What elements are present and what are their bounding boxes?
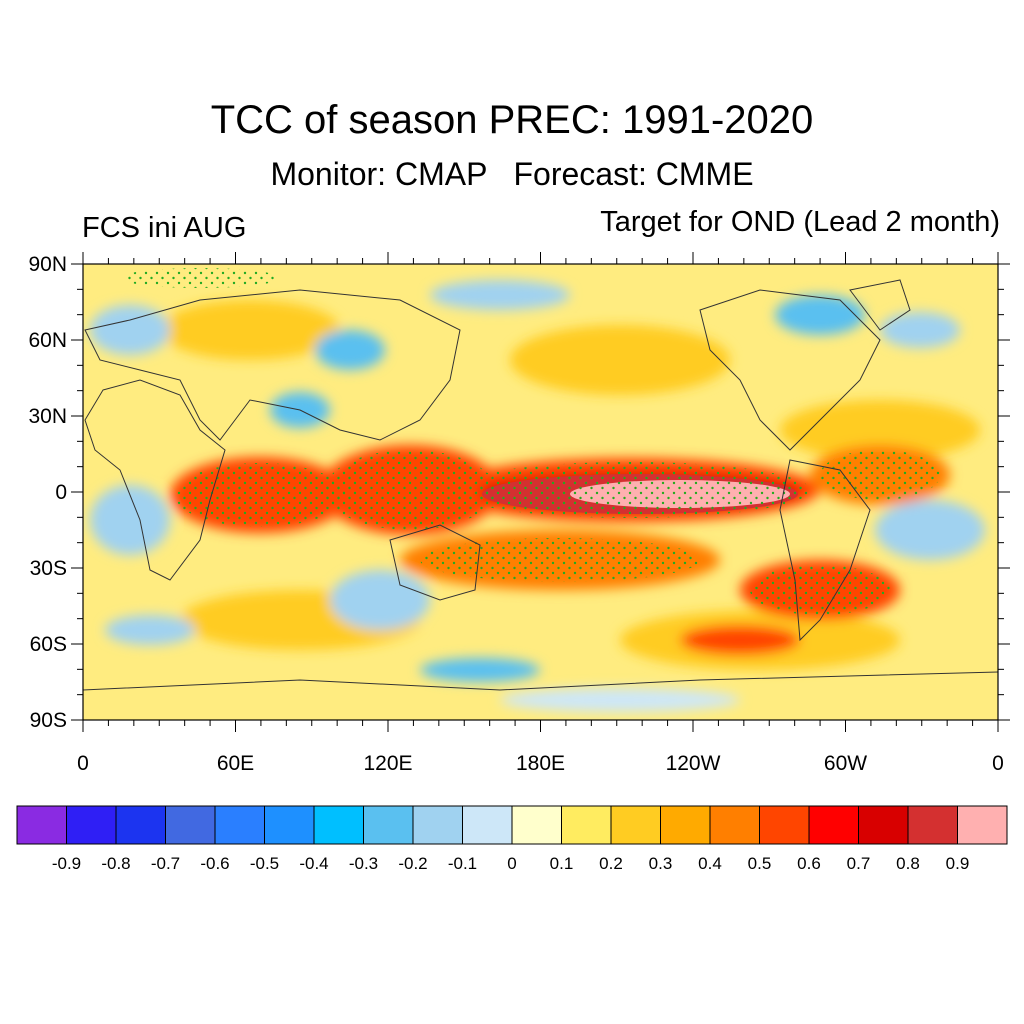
colorbar-swatch — [165, 805, 216, 845]
colorbar-swatch — [660, 805, 711, 845]
colorbar-label: -0.9 — [52, 854, 81, 873]
stipple-indian-ocean — [175, 463, 345, 527]
patch-blue-3 — [430, 280, 570, 310]
colorbar-label: 0.9 — [946, 854, 970, 873]
stipple-maritime — [325, 450, 495, 530]
init-label: FCS ini AUG — [82, 212, 247, 244]
stipple-south-pacific — [420, 538, 700, 582]
coast-africa — [84, 379, 226, 581]
patch-blue-12 — [105, 615, 195, 645]
colorbar-label: 0.1 — [550, 854, 574, 873]
map-subtitle: Monitor: CMAP Forecast: CMME — [270, 156, 754, 192]
colorbar-swatch — [115, 805, 166, 845]
lon-label: 0 — [77, 752, 89, 775]
lon-label: 120W — [666, 752, 721, 775]
colorbar-swatch — [264, 805, 315, 845]
colorbar-swatch — [363, 805, 414, 845]
colorbar-label: -0.5 — [250, 854, 279, 873]
patch-orange-nh-1 — [160, 300, 340, 360]
colorbar-label: 0.3 — [649, 854, 673, 873]
axis-ticks — [71, 252, 1010, 732]
coast-eurasia — [84, 289, 461, 441]
lat-label: 30S — [30, 557, 67, 580]
colorbar-swatch — [214, 805, 265, 845]
stipple-arctic — [120, 268, 280, 288]
map-title: TCC of season PREC: 1991-2020 — [210, 98, 814, 142]
lon-label: 0 — [992, 752, 1004, 775]
lon-label: 60W — [824, 752, 867, 775]
lon-label: 180E — [516, 752, 565, 775]
colorbar-label: 0 — [507, 854, 516, 873]
lat-label: 90N — [28, 253, 67, 276]
lon-label: 120E — [363, 752, 412, 775]
coastlines — [83, 279, 998, 691]
coast-antarctica — [83, 671, 998, 691]
colorbar-label: 0.6 — [797, 854, 821, 873]
patch-red-sh-storm — [680, 625, 800, 655]
colorbar — [16, 805, 1008, 845]
patch-blue-11 — [500, 688, 740, 712]
colorbar-label: -0.2 — [398, 854, 427, 873]
lat-label: 30N — [28, 405, 67, 428]
colorbar-label: -0.6 — [200, 854, 229, 873]
colorbar-swatch — [759, 805, 810, 845]
coast-north-america — [699, 289, 881, 451]
coast-greenland — [849, 279, 911, 331]
coast-south-america — [779, 459, 871, 642]
colorbar-swatch — [907, 805, 958, 845]
colorbar-label: 0.4 — [698, 854, 722, 873]
colorbar-swatch — [808, 805, 859, 845]
stipple-pacific — [450, 462, 810, 518]
colorbar-label: 0.2 — [599, 854, 623, 873]
colorbar-label: -0.4 — [299, 854, 328, 873]
colorbar-label: -0.8 — [101, 854, 130, 873]
patch-orange-nh-2 — [510, 325, 730, 395]
patch-blue-1 — [90, 305, 170, 355]
colorbar-label: 0.7 — [847, 854, 871, 873]
colorbar-labels: -0.9 -0.8 -0.7 -0.6 -0.5 -0.4 -0.3 -0.2 -0.1 0 0.1… — [52, 854, 969, 873]
axis-labels: 90N 60N 30N 0 30S 60S 90S 0 60E 120E 180E 120W 60W 0 — [28, 253, 1003, 775]
colorbar-swatch — [66, 805, 117, 845]
colorbar-label: 0.5 — [748, 854, 772, 873]
colorbar-label: -0.7 — [151, 854, 180, 873]
colorbar-label: 0.8 — [896, 854, 920, 873]
patch-blue-10 — [420, 658, 540, 682]
colorbar-swatch — [412, 805, 463, 845]
colorbar-swatch — [858, 805, 909, 845]
colorbar-label: -0.1 — [448, 854, 477, 873]
lat-label: 60S — [30, 633, 67, 656]
patch-blue-8 — [875, 500, 985, 560]
colorbar-swatch — [610, 805, 661, 845]
colorbar-swatch — [462, 805, 513, 845]
colorbar-swatch — [709, 805, 760, 845]
patch-blue-2 — [315, 330, 385, 370]
patch-blue-4 — [775, 295, 865, 335]
lat-label: 60N — [28, 329, 67, 352]
lat-label: 0 — [55, 481, 67, 504]
colorbar-swatch — [511, 805, 562, 845]
colorbar-swatch — [313, 805, 364, 845]
lon-label: 60E — [217, 752, 254, 775]
stipple-south-america — [750, 565, 890, 615]
coast-australia — [389, 524, 481, 601]
patch-blue-7 — [90, 485, 170, 555]
colorbar-swatch — [957, 805, 1008, 845]
patch-blue-9 — [330, 570, 430, 630]
colorbar-label: -0.3 — [349, 854, 378, 873]
correlation-field — [83, 264, 998, 720]
lat-label: 90S — [30, 709, 67, 732]
target-label: Target for OND (Lead 2 month) — [600, 206, 1000, 238]
significance-stippling — [120, 268, 940, 615]
patch-blue-5 — [880, 312, 960, 348]
stipple-atlantic — [820, 450, 940, 500]
colorbar-swatch — [16, 805, 67, 845]
colorbar-swatch — [561, 805, 612, 845]
patch-orange-nh-3 — [780, 400, 980, 460]
